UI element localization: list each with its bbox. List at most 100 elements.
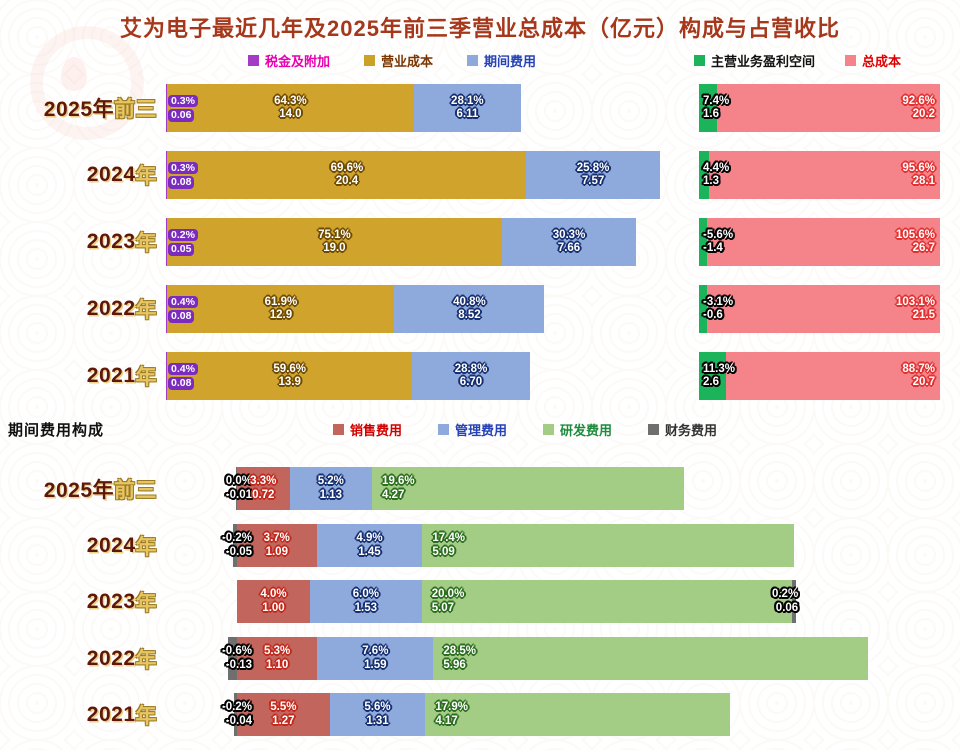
label-admin-expense: 4.9% 1.45 [356,524,382,567]
label-tax-surcharge-val: 0.08 [168,176,195,189]
year-text: 2021 [86,702,136,726]
label-total-cost-val: 20.2 [912,108,935,120]
label-tax-surcharge: 0.4% 0.08 [168,352,198,400]
year-text: 2022 [86,297,136,320]
label-operating-cost-pct: 61.9% [264,295,298,308]
year-text: 年 [135,591,157,615]
legend-bottom: 销售费用 管理费用 研发费用 财务费用 [333,420,717,439]
year-text: 前三 [114,98,157,121]
top-year-label-2021年: 2021 年 [0,352,157,400]
year-text: 前三 [114,478,157,502]
segment-selling-expense [237,637,318,680]
label-rd-expense: 20.0% 5.07 [432,580,465,623]
label-total-cost-val: 20.7 [912,376,935,388]
label-finance-expense-pct: -0.2% [221,701,252,713]
segment-rd-expense [372,467,684,510]
label-period-expense-val: 6.11 [456,108,479,120]
legend-item-period-expense: 期间费用 [467,51,536,70]
label-finance-expense-val: -0.13 [225,658,252,671]
segment-selling-expense [237,580,310,623]
bottom-year-label-2023年: 2023 年 [0,580,157,623]
label-operating-cost: 59.6% 13.9 [273,352,306,400]
label-operating-cost: 75.1% 19.0 [318,218,351,266]
label-selling-expense-pct: 5.3% [264,645,291,657]
segment-finance-expense [235,467,237,510]
label-finance-expense-pct: -0.6% [221,645,252,657]
label-rd-expense: 28.5% 5.96 [443,637,476,680]
year-text: 2024 [86,163,136,186]
legend-item-admin-expense: 管理费用 [438,420,507,439]
chart-title: 艾为电子最近几年及2025年前三季营业总成本（亿元）构成与占营收比 [120,16,840,41]
label-profit-margin-pct: -3.1% [703,295,734,308]
label-total-cost: 103.1% 21.5 [896,285,935,333]
label-selling-expense: 3.7% 1.09 [264,524,290,567]
segment-total-cost [707,285,940,333]
legend-item-selling-expense: 销售费用 [333,420,402,439]
label-selling-expense: 5.3% 1.10 [264,637,290,680]
segment-admin-expense [316,524,423,567]
label-tax-surcharge-val: 0.08 [168,310,195,323]
label-period-expense: 30.3% 7.66 [553,218,586,266]
label-rd-expense-pct: 17.9% [435,701,468,713]
label-profit-margin-val: -1.4 [703,242,723,254]
rd-expense-swatch-icon [543,424,555,435]
bottom-year-label-2021年: 2021 年 [0,693,157,736]
label-profit-margin: 11.3% 2.6 [703,352,735,400]
segment-profit-margin [699,151,710,199]
label-tax-surcharge-pct: 0.3% [168,94,198,107]
profit-margin-swatch-icon [694,55,705,66]
operating-cost-swatch-icon [364,55,376,66]
label-period-expense-pct: 40.8% [453,295,486,308]
tax-surcharge-swatch-icon [248,55,259,66]
legend-label-profit-margin: 主营业务盈利空间 [711,54,816,69]
label-total-cost-pct: 103.1% [895,295,935,308]
segment-admin-expense [317,637,434,680]
legend-item-rd-expense: 研发费用 [543,420,612,439]
year-text: 2021 [86,364,136,387]
label-tax-surcharge: 0.3% 0.06 [168,84,198,132]
finance-expense-swatch-icon [648,424,660,435]
label-tax-surcharge: 0.4% 0.08 [168,285,198,333]
year-text: 年 [135,299,157,322]
segment-profit-margin [699,285,707,333]
label-rd-expense-pct: 17.4% [432,532,466,544]
label-profit-margin-val: 1.3 [703,175,719,187]
label-admin-expense: 5.2% 1.13 [318,467,344,510]
period-expense-swatch-icon [467,55,479,66]
label-profit-margin-val: 2.6 [703,376,719,388]
label-finance-expense-pct: 0.2% [771,588,799,600]
label-operating-cost-pct: 64.3% [274,94,307,107]
label-profit-margin: -3.1% -0.6 [703,285,733,333]
label-period-expense-val: 7.57 [581,175,605,187]
label-admin-expense: 5.6% 1.31 [364,693,390,736]
year-text: 年 [135,366,157,389]
segment-period-expense [501,218,637,266]
label-total-cost: 88.7% 20.7 [902,352,935,400]
label-profit-margin: 7.4% 1.6 [703,84,729,132]
label-operating-cost-pct: 69.6% [330,161,364,174]
label-operating-cost-pct: 59.6% [273,362,307,375]
segment-operating-cost [167,84,414,132]
label-total-cost: 105.6% 26.7 [896,218,935,266]
label-profit-margin: 4.4% 1.3 [703,151,729,199]
label-period-expense-val: 8.52 [458,309,481,321]
section-title-period-expense: 期间费用构成 [8,422,105,439]
year-text: 年 [135,648,157,672]
legend-label-total-cost: 总成本 [862,54,902,69]
label-tax-surcharge-pct: 0.2% [168,228,198,241]
legend-item-operating-cost: 营业成本 [364,51,433,70]
legend-label-operating-cost: 营业成本 [381,54,434,69]
label-rd-expense: 17.9% 4.17 [435,693,468,736]
segment-tax-surcharge [166,151,168,199]
segment-rd-expense [425,693,730,736]
label-profit-margin-pct: 11.3% [703,362,735,375]
label-profit-margin-val: 1.6 [703,108,719,120]
label-rd-expense-val: 5.09 [432,545,455,558]
label-finance-expense-val: 0.06 [775,601,799,614]
legend-top-right: 主营业务盈利空间 总成本 [694,51,901,70]
label-tax-surcharge-val: 0.05 [168,243,195,256]
label-total-cost: 95.6% 28.1 [902,151,935,199]
segment-rd-expense [421,580,792,623]
legend-label-selling-expense: 销售费用 [350,423,403,438]
